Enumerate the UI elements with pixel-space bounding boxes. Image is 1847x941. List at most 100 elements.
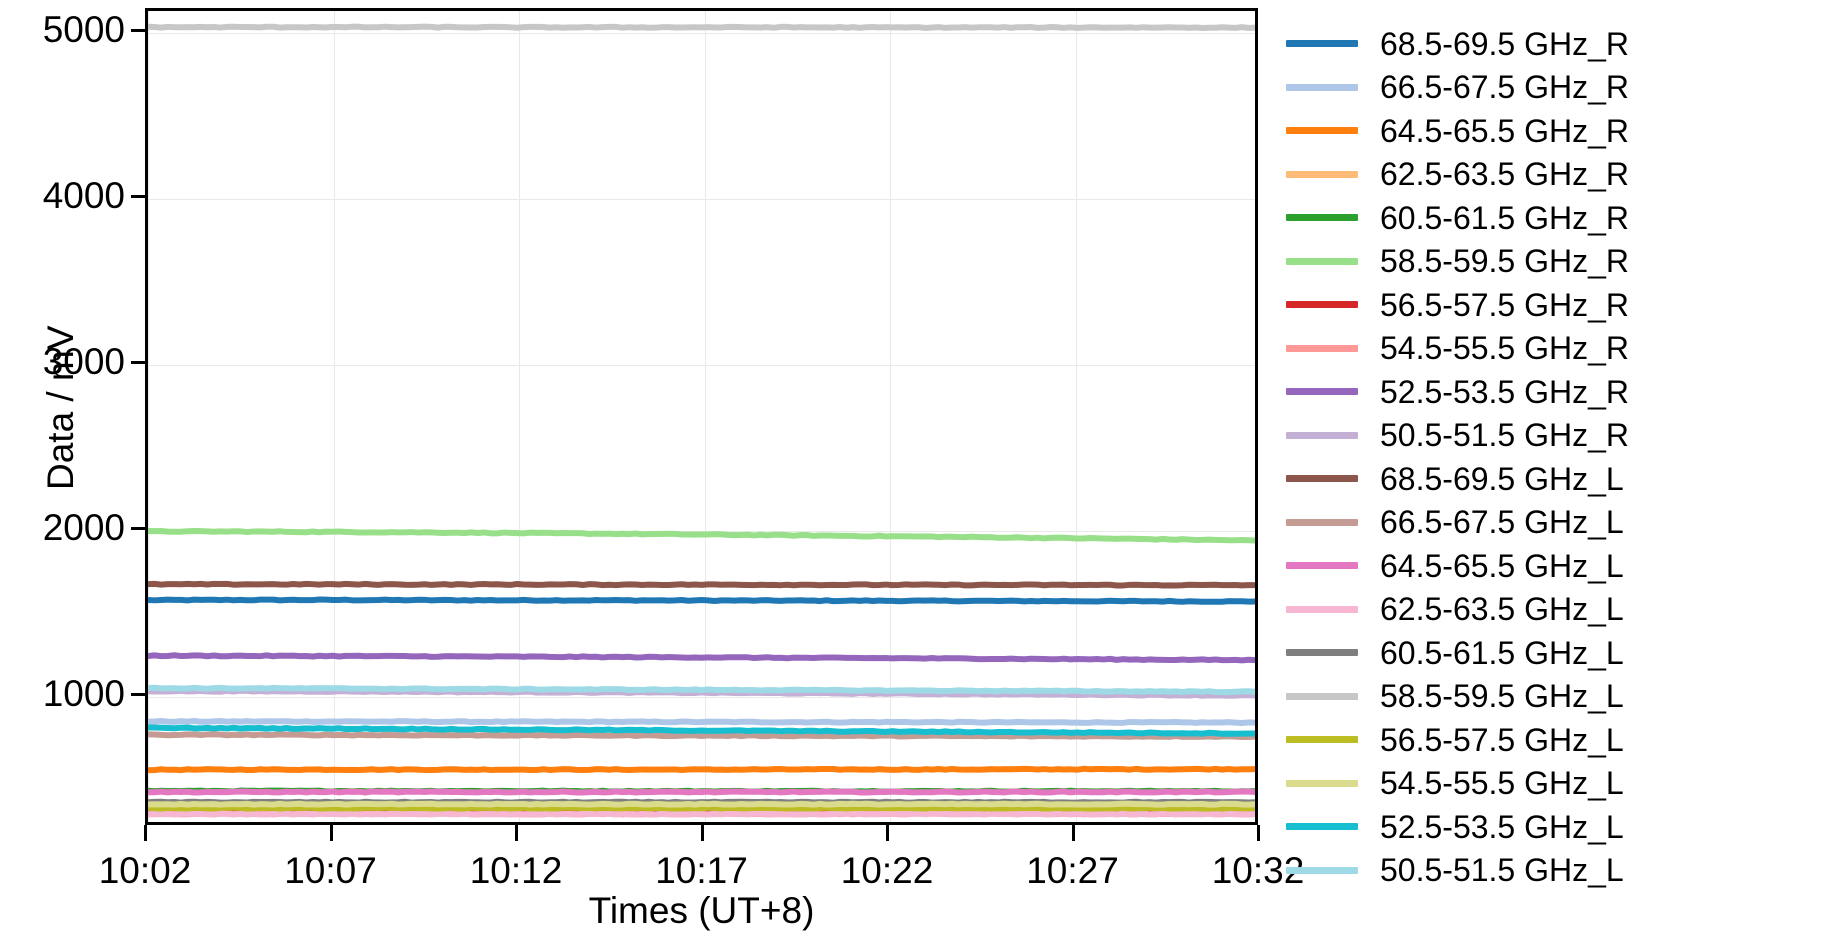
y-tick-label: 3000 [42,340,125,382]
x-tick-mark [700,825,704,841]
legend-item[interactable]: 68.5-69.5 GHz_L [1286,457,1846,501]
legend-item[interactable]: 52.5-53.5 GHz_R [1286,370,1846,414]
legend-color-swatch [1286,170,1358,178]
legend-item[interactable]: 54.5-55.5 GHz_R [1286,327,1846,371]
data-line [148,721,1255,723]
legend-label: 66.5-67.5 GHz_L [1380,504,1624,541]
legend-color-swatch [1286,649,1358,657]
legend-item[interactable]: 52.5-53.5 GHz_L [1286,805,1846,849]
legend-label: 66.5-67.5 GHz_R [1380,69,1630,106]
x-tick-mark [329,825,333,841]
x-tick-label: 10:22 [840,850,934,891]
legend-label: 62.5-63.5 GHz_L [1380,591,1624,628]
legend-item[interactable]: 64.5-65.5 GHz_L [1286,544,1846,588]
legend-item[interactable]: 58.5-59.5 GHz_R [1286,240,1846,284]
legend-item[interactable]: 54.5-55.5 GHz_L [1286,762,1846,806]
x-tick-mark [886,825,889,841]
legend-label: 64.5-65.5 GHz_L [1380,547,1624,584]
legend-color-swatch [1286,127,1358,135]
legend-item[interactable]: 64.5-65.5 GHz_R [1286,109,1846,153]
x-tick-label: 10:17 [655,850,748,891]
legend-label: 50.5-51.5 GHz_L [1380,852,1624,889]
gridline-vertical [1075,11,1077,822]
legend-label: 56.5-57.5 GHz_R [1380,286,1630,323]
legend-item[interactable]: 62.5-63.5 GHz_R [1286,153,1846,197]
gridline-vertical [890,11,891,822]
legend-item[interactable]: 56.5-57.5 GHz_L [1286,718,1846,762]
x-tick-mark [1257,825,1260,841]
legend-label: 50.5-51.5 GHz_R [1380,417,1630,454]
legend-item[interactable]: 66.5-67.5 GHz_R [1286,66,1846,110]
data-line [148,600,1255,602]
legend-label: 64.5-65.5 GHz_R [1380,112,1630,149]
data-line [148,808,1255,809]
data-line [148,804,1255,805]
legend-item[interactable]: 50.5-51.5 GHz_R [1286,414,1846,458]
legend-label: 60.5-61.5 GHz_R [1380,199,1630,236]
legend-color-swatch [1286,866,1358,874]
legend-label: 58.5-59.5 GHz_R [1380,243,1630,280]
legend-color-swatch [1286,736,1358,744]
legend-label: 52.5-53.5 GHz_R [1380,373,1630,410]
data-line [148,727,1255,733]
legend-color-swatch [1286,692,1358,700]
legend-item[interactable]: 56.5-57.5 GHz_R [1286,283,1846,327]
legend-color-swatch [1286,257,1358,265]
legend-label: 56.5-57.5 GHz_L [1380,721,1624,758]
legend-item[interactable]: 62.5-63.5 GHz_L [1286,588,1846,632]
legend-color-swatch [1286,562,1358,570]
y-tick-mark [131,28,146,32]
legend-label: 68.5-69.5 GHz_L [1380,460,1624,497]
x-tick-label: 10:07 [284,850,377,891]
x-tick-label: 10:02 [98,850,192,891]
data-line [148,27,1255,28]
data-line [148,734,1255,737]
legend-label: 62.5-63.5 GHz_R [1380,156,1630,193]
data-line [148,814,1255,815]
y-tick-label: 4000 [42,174,125,216]
data-line [148,584,1255,586]
legend-label: 52.5-53.5 GHz_L [1380,808,1624,845]
gridline-horizontal [148,696,1255,698]
legend-color-swatch [1286,40,1358,48]
gridlines [148,11,1255,822]
gridline-horizontal [148,32,1255,34]
legend-color-swatch [1286,344,1358,352]
plot-area [145,8,1258,825]
legend-label: 54.5-55.5 GHz_R [1380,330,1630,367]
legend-item[interactable]: 60.5-61.5 GHz_L [1286,631,1846,675]
gridline-vertical [148,11,149,822]
legend-item[interactable]: 68.5-69.5 GHz_R [1286,22,1846,66]
legend-color-swatch [1286,823,1358,831]
legend-color-swatch [1286,779,1358,787]
y-tick-label: 5000 [42,8,125,50]
x-tick-mark [1071,825,1075,841]
legend-color-swatch [1286,518,1358,526]
legend-label: 58.5-59.5 GHz_L [1380,678,1624,715]
legend-color-swatch [1286,388,1358,396]
y-tick-label: 1000 [42,672,125,714]
gridline-horizontal [148,530,1255,532]
gridline-vertical [519,11,520,822]
x-axis-label: Times (UT+8) [588,890,815,931]
legend-color-swatch [1286,83,1358,91]
data-line [148,769,1255,770]
legend-label: 68.5-69.5 GHz_R [1380,25,1630,62]
legend-color-swatch [1286,214,1358,222]
y-tick-label: 2000 [42,506,125,548]
y-tick-mark [131,692,146,696]
legend-item[interactable]: 60.5-61.5 GHz_R [1286,196,1846,240]
data-series-layer [148,11,1255,822]
y-tick-mark [131,194,146,198]
chart-legend: 68.5-69.5 GHz_R 66.5-67.5 GHz_R 64.5-65.5 … [1286,22,1846,892]
legend-item[interactable]: 58.5-59.5 GHz_L [1286,675,1846,719]
x-tick-mark [515,825,518,841]
legend-item[interactable]: 50.5-51.5 GHz_L [1286,849,1846,893]
gridline-vertical [704,11,706,822]
legend-color-swatch [1286,475,1358,483]
legend-label: 54.5-55.5 GHz_L [1380,765,1624,802]
data-line [148,688,1255,692]
legend-item[interactable]: 66.5-67.5 GHz_L [1286,501,1846,545]
x-tick-label: 10:12 [469,850,563,891]
